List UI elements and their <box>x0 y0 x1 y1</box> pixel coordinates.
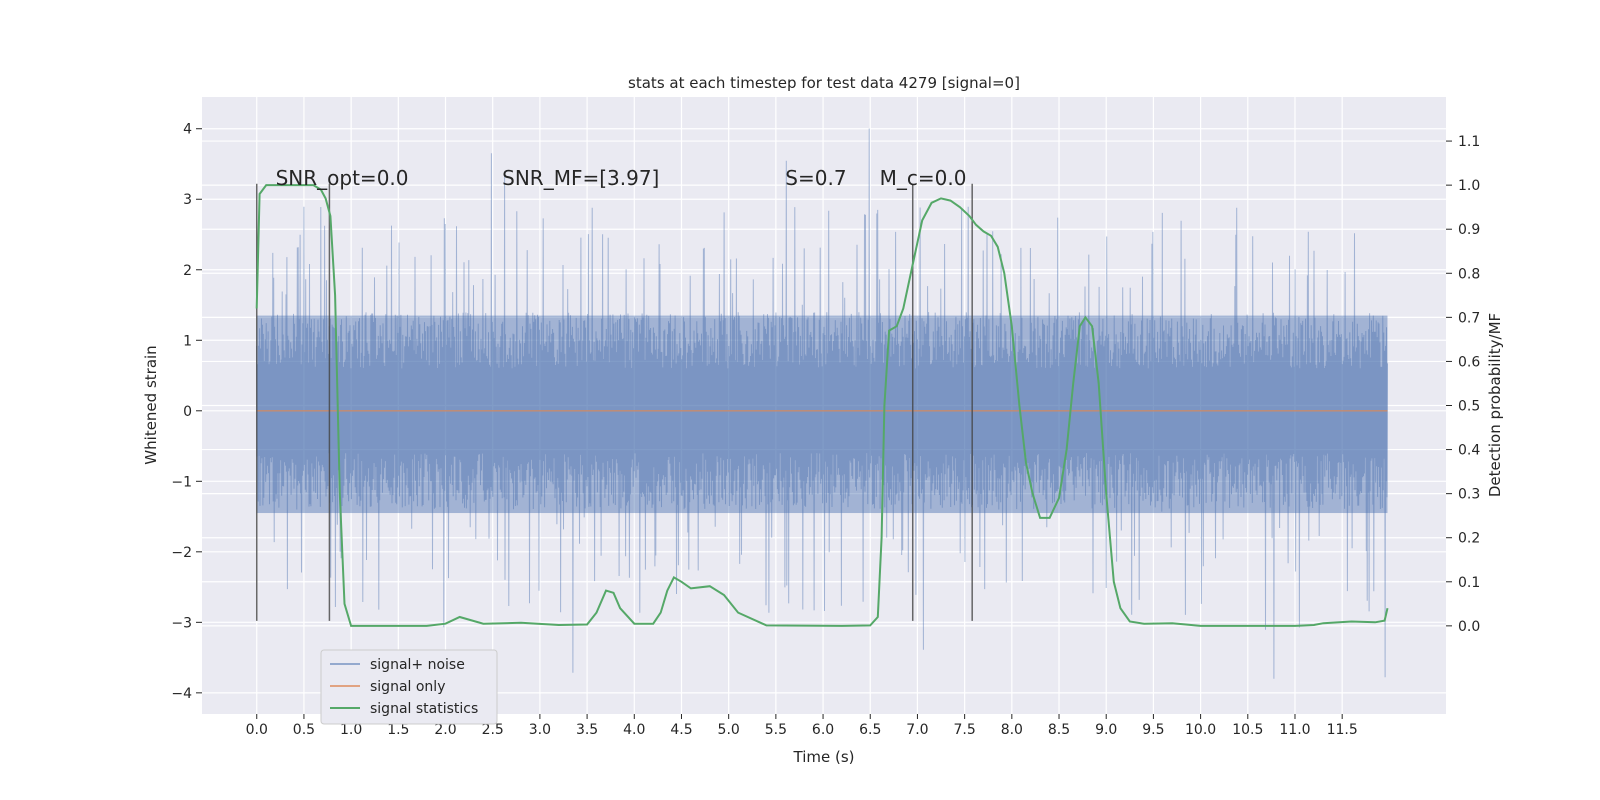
tick-labels: 0.0 0.5 1.0 1.5 2.0 2.5 3.0 3.5 4.0 4.5 5.0 5.5 6.0 6… <box>171 122 1480 738</box>
x-tick-label: 8.0 <box>1001 722 1023 738</box>
annotation-label: M_c=0.0 <box>880 166 967 190</box>
x-tick-label: 0.0 <box>246 722 268 738</box>
noise-trace <box>256 128 1388 679</box>
y-tick-label: 1 <box>183 333 192 349</box>
x-tick-label: 5.0 <box>718 722 740 738</box>
y2-tick-label: 0.7 <box>1458 310 1480 326</box>
x-tick-label: 5.5 <box>765 722 787 738</box>
y-tick-label: −3 <box>171 615 192 631</box>
legend-box <box>320 649 498 725</box>
x-tick-label: 11.0 <box>1279 722 1310 738</box>
x-tick-label: 7.5 <box>954 722 976 738</box>
y-axis-label: Whitened strain <box>142 345 160 464</box>
x-tick-label: 11.5 <box>1327 722 1358 738</box>
y2-tick-label: 0.8 <box>1458 266 1480 282</box>
y-tick-label: −4 <box>171 686 192 702</box>
y-tick-label: 2 <box>183 263 192 279</box>
series-signal-plus-noise <box>256 128 1388 679</box>
x-tick-label: 7.0 <box>906 722 928 738</box>
chart-title: stats at each timestep for test data 427… <box>628 74 1020 92</box>
legend-label-signal-plus-noise: signal+ noise <box>370 657 465 673</box>
y-tick-label: 3 <box>183 192 192 208</box>
x-tick-label: 6.0 <box>812 722 834 738</box>
y2-tick-label: 0.2 <box>1458 531 1480 547</box>
x-tick-label: 1.0 <box>340 722 362 738</box>
x-tick-label: 8.5 <box>1048 722 1070 738</box>
x-tick-label: 6.5 <box>859 722 881 738</box>
x-tick-label: 0.5 <box>293 722 315 738</box>
y2-tick-label: 0.6 <box>1458 354 1480 370</box>
x-tick-label: 2.5 <box>482 722 504 738</box>
x-tick-label: 9.5 <box>1142 722 1164 738</box>
x-tick-label: 10.0 <box>1185 722 1216 738</box>
y-tick-label: 0 <box>183 404 192 420</box>
gridlines <box>202 97 1446 714</box>
legend-label-signal-statistics: signal statistics <box>370 701 478 717</box>
x-tick-label: 4.0 <box>623 722 645 738</box>
annotation-label: SNR_opt=0.0 <box>276 166 409 190</box>
x-tick-label: 3.5 <box>576 722 598 738</box>
x-axis-label: Time (s) <box>793 748 855 766</box>
y2-tick-label: 0.3 <box>1458 487 1480 503</box>
annotation-label: SNR_MF=[3.97] <box>502 166 659 190</box>
noise-band <box>256 315 1388 514</box>
y-tick-label: 4 <box>183 122 192 138</box>
x-tick-label: 9.0 <box>1095 722 1117 738</box>
series-signal-statistics <box>255 184 1389 627</box>
legend-label-signal-only: signal only <box>370 679 445 695</box>
y2-tick-label: 1.1 <box>1458 134 1480 150</box>
y2-tick-label: 0.9 <box>1458 222 1480 238</box>
y2-axis-label: Detection probability/MF <box>1486 313 1504 497</box>
legend: signal+ noise signal only signal statist… <box>320 649 498 725</box>
x-tick-label: 4.5 <box>670 722 692 738</box>
y2-tick-label: 0.1 <box>1458 575 1480 591</box>
y2-tick-label: 0.0 <box>1458 619 1480 635</box>
y-tick-label: −2 <box>171 545 192 561</box>
y-tick-label: −1 <box>171 474 192 490</box>
y2-tick-label: 0.5 <box>1458 399 1480 415</box>
y2-tick-label: 0.4 <box>1458 443 1480 459</box>
signal-statistics-line <box>255 184 1389 627</box>
annotations: SNR_opt=0.0 SNR_MF=[3.97] S=0.7 M_c=0.0 <box>276 166 967 190</box>
x-tick-label: 3.0 <box>529 722 551 738</box>
vertical-markers <box>255 183 973 621</box>
x-tick-label: 10.5 <box>1232 722 1263 738</box>
x-tick-label: 2.0 <box>434 722 456 738</box>
y2-tick-label: 1.0 <box>1458 178 1480 194</box>
annotation-label: S=0.7 <box>785 166 846 190</box>
x-tick-label: 1.5 <box>387 722 409 738</box>
